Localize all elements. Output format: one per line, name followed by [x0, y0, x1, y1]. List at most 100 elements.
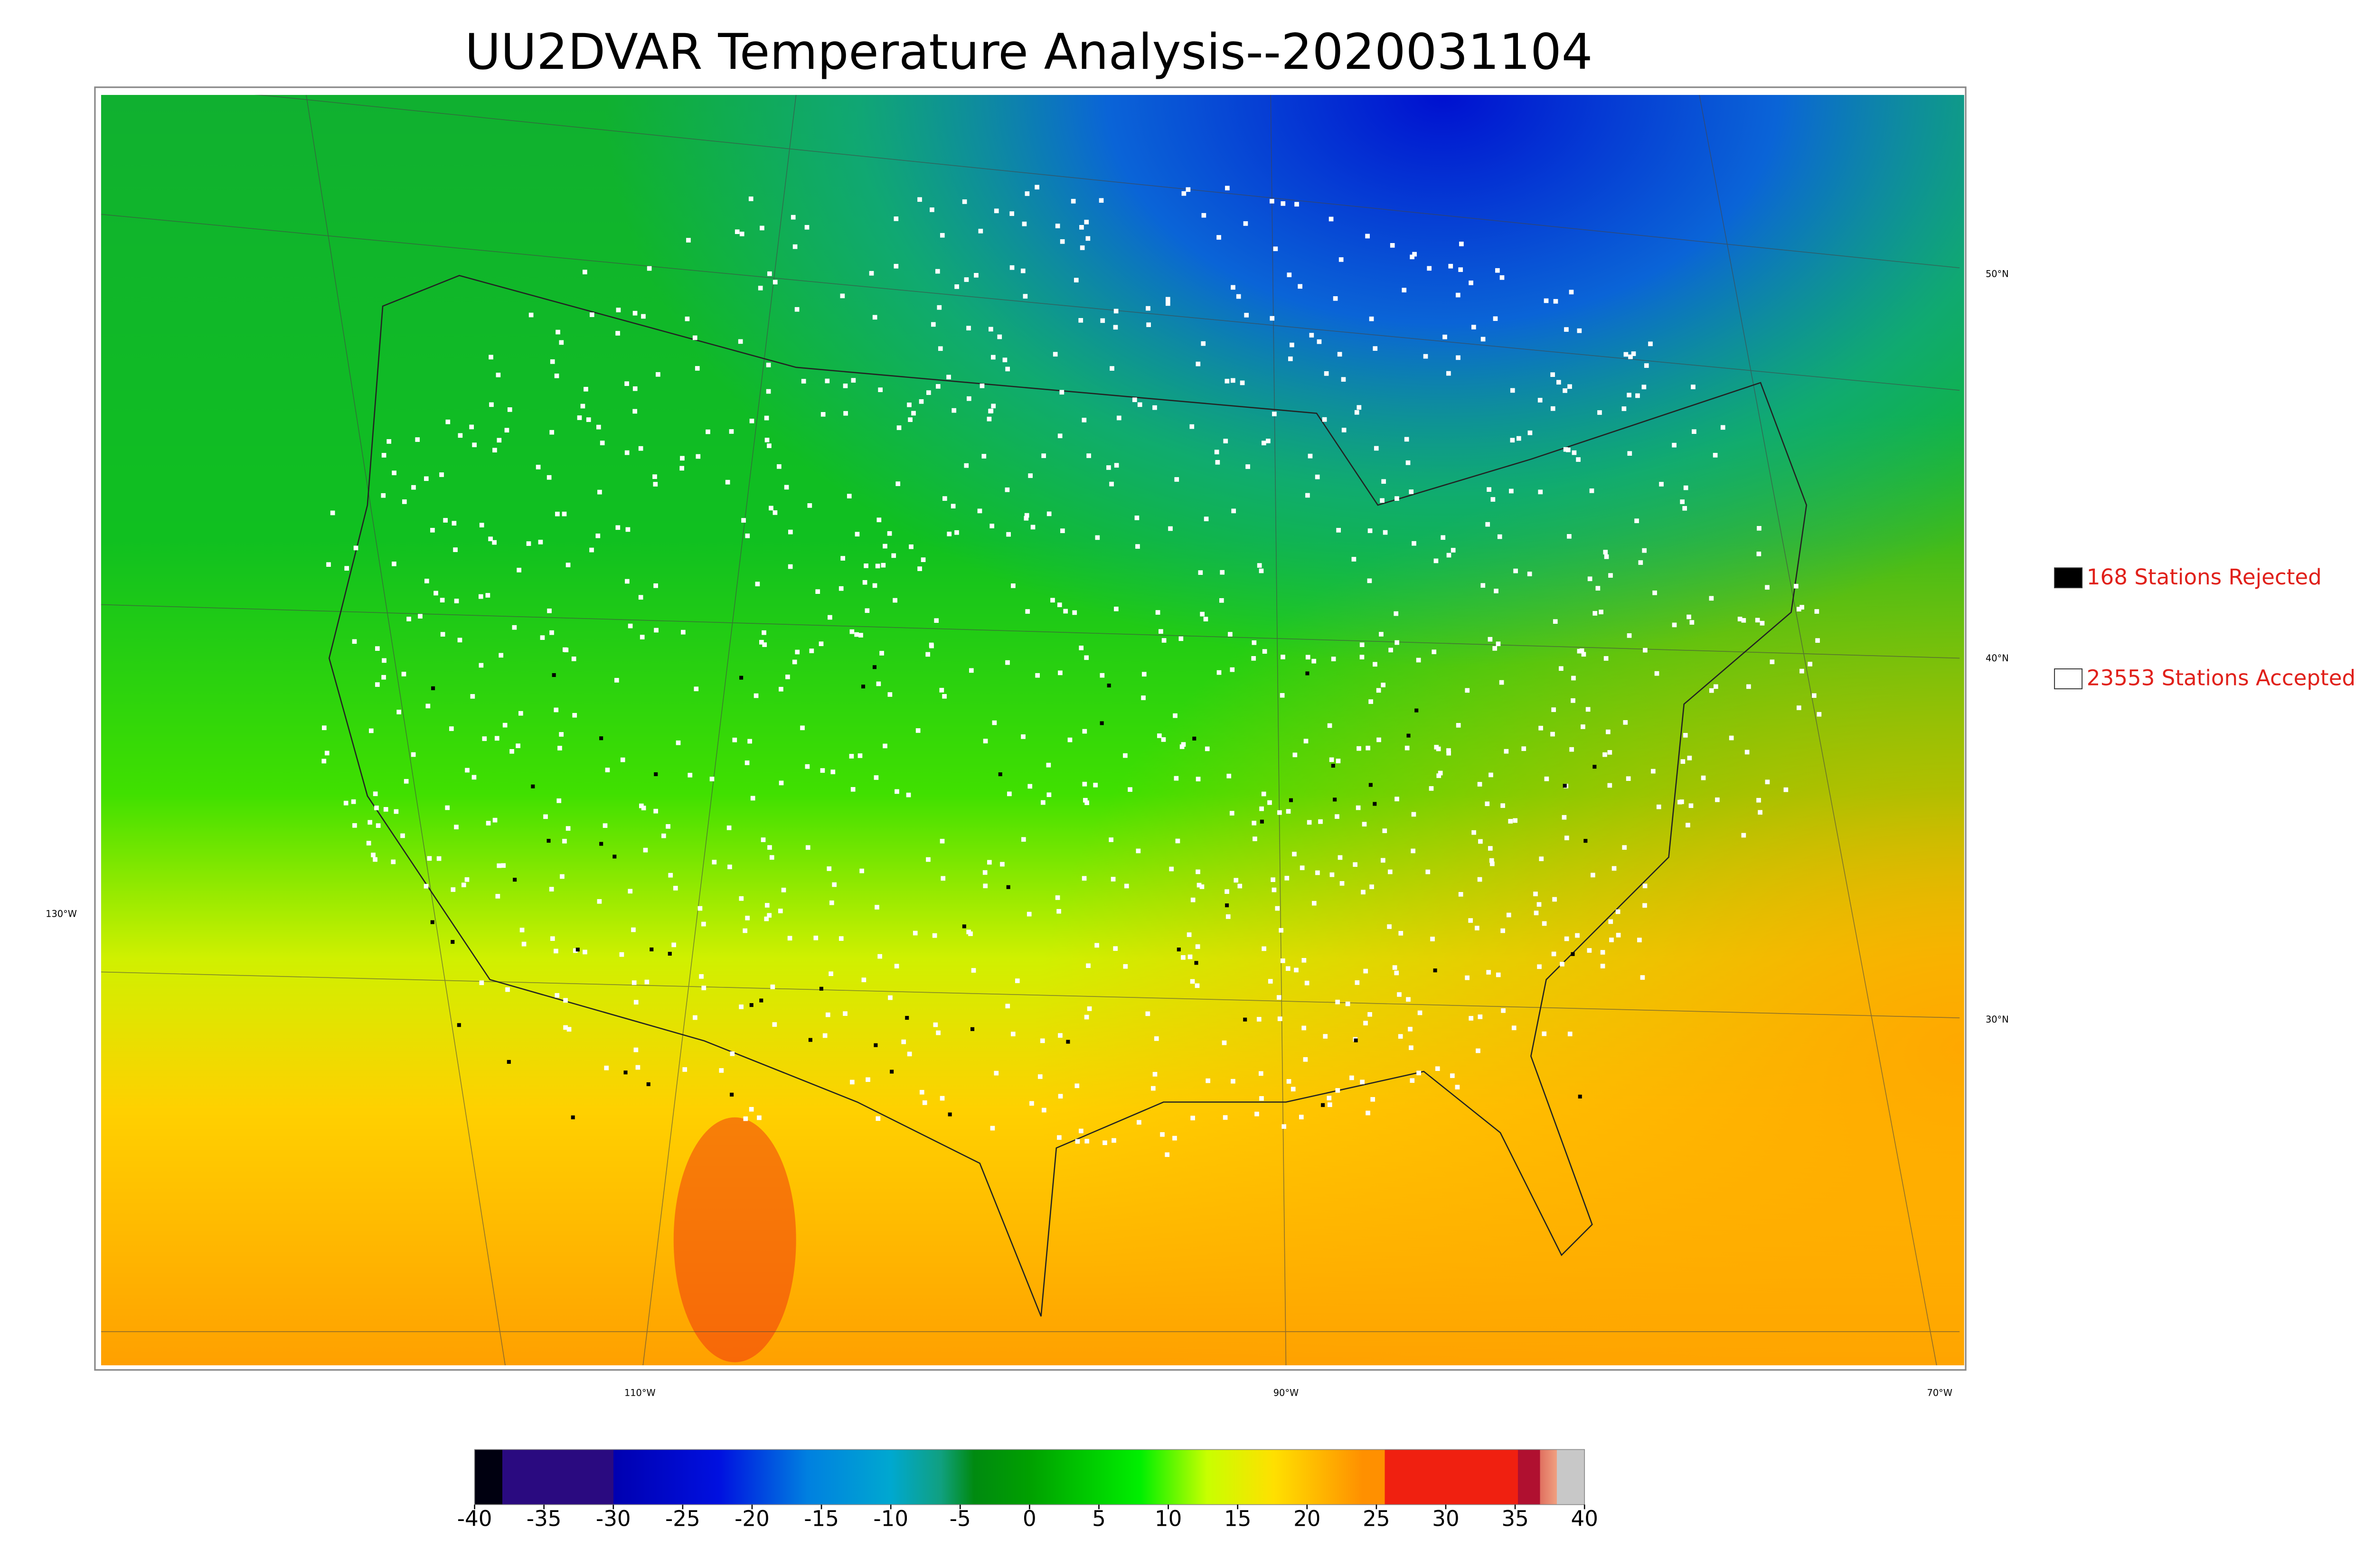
station-accepted [1600, 950, 1605, 955]
station-accepted [1434, 745, 1439, 750]
station-accepted [1456, 355, 1460, 360]
station-accepted [1094, 943, 1099, 948]
station-accepted [1272, 412, 1277, 416]
station-accepted [769, 506, 773, 511]
station-accepted [1631, 351, 1636, 356]
station-accepted [1603, 550, 1608, 554]
station-accepted [760, 225, 764, 231]
station-accepted [1046, 762, 1051, 768]
station-accepted [1450, 1073, 1455, 1078]
station-accepted [1329, 757, 1334, 762]
station-accepted [1621, 406, 1627, 411]
station-accepted [926, 390, 931, 395]
station-accepted [922, 1100, 927, 1105]
station-accepted [762, 630, 766, 635]
station-accepted [1442, 334, 1447, 339]
station-accepted [1100, 673, 1105, 678]
station-accepted [352, 639, 357, 644]
station-accepted [981, 454, 987, 459]
station-accepted [454, 825, 459, 829]
station-rejected [650, 947, 654, 951]
station-accepted [1394, 496, 1399, 501]
station-accepted [1084, 800, 1089, 805]
station-accepted [505, 987, 510, 992]
station-accepted [1276, 995, 1281, 1000]
station-accepted [1433, 558, 1439, 563]
station-accepted [560, 874, 565, 879]
station-accepted [1281, 958, 1285, 963]
station-accepted [1243, 221, 1248, 226]
station-accepted [919, 1089, 924, 1095]
station-accepted [872, 583, 877, 588]
station-accepted [964, 463, 969, 468]
station-accepted [1021, 837, 1026, 842]
station-accepted [911, 411, 916, 416]
station-accepted [457, 638, 462, 643]
station-accepted [712, 860, 717, 864]
station-accepted [929, 643, 934, 648]
station-accepted [1486, 970, 1491, 975]
station-rejected [1225, 903, 1229, 908]
station-accepted [1046, 511, 1052, 516]
station-accepted [792, 659, 797, 665]
station-accepted [501, 863, 506, 868]
station-accepted [1307, 820, 1312, 825]
station-accepted [1387, 869, 1393, 874]
station-accepted [1124, 883, 1129, 889]
station-accepted [754, 693, 759, 698]
station-rejected [1194, 961, 1198, 965]
station-accepted [1623, 352, 1629, 357]
station-accepted [1353, 862, 1357, 867]
station-accepted [1058, 670, 1063, 676]
station-accepted [1394, 970, 1399, 976]
station-accepted [1756, 798, 1761, 803]
station-rejected [1433, 968, 1437, 973]
station-accepted [1672, 622, 1677, 628]
station-accepted [1485, 801, 1490, 807]
station-accepted [499, 653, 504, 658]
station-accepted [1025, 191, 1030, 196]
station-accepted [1080, 245, 1085, 250]
station-accepted [1160, 1132, 1165, 1137]
station-accepted [540, 635, 545, 640]
station-accepted [486, 821, 491, 826]
station-accepted [1357, 746, 1361, 751]
station-rejected [730, 1092, 734, 1097]
station-accepted [1190, 1116, 1195, 1120]
station-accepted [464, 877, 470, 882]
station-accepted [1688, 803, 1694, 808]
station-rejected [749, 1003, 754, 1007]
colorbar [474, 1449, 1585, 1505]
station-accepted [1195, 983, 1200, 988]
station-accepted [1388, 648, 1393, 653]
station-accepted [571, 657, 576, 661]
station-accepted [777, 464, 782, 469]
station-accepted [1465, 975, 1470, 980]
station-rejected [623, 1070, 628, 1075]
station-rejected [948, 1112, 952, 1117]
station-rejected [1583, 839, 1588, 843]
station-accepted [849, 1080, 855, 1085]
station-accepted [1067, 737, 1073, 742]
station-accepted [1537, 398, 1543, 403]
station-accepted [757, 1115, 762, 1120]
station-accepted [1187, 932, 1192, 937]
station-accepted [939, 687, 944, 693]
station-accepted [1123, 964, 1128, 969]
station-accepted [907, 402, 912, 407]
station-accepted [1656, 804, 1661, 809]
station-accepted [951, 408, 957, 413]
station-accepted [1196, 869, 1200, 874]
station-accepted [1058, 1094, 1063, 1099]
station-accepted [1084, 1014, 1089, 1020]
station-accepted [1643, 648, 1648, 653]
station-accepted [496, 373, 501, 377]
station-accepted [1315, 474, 1320, 479]
station-accepted [1284, 875, 1290, 881]
station-accepted [1086, 963, 1091, 968]
station-accepted [1305, 655, 1310, 660]
station-accepted [896, 425, 902, 430]
station-accepted [1430, 937, 1435, 941]
station-accepted [1152, 405, 1157, 410]
longitude-labels: 130°W 110°W 90°W 70°W [46, 908, 1952, 1398]
